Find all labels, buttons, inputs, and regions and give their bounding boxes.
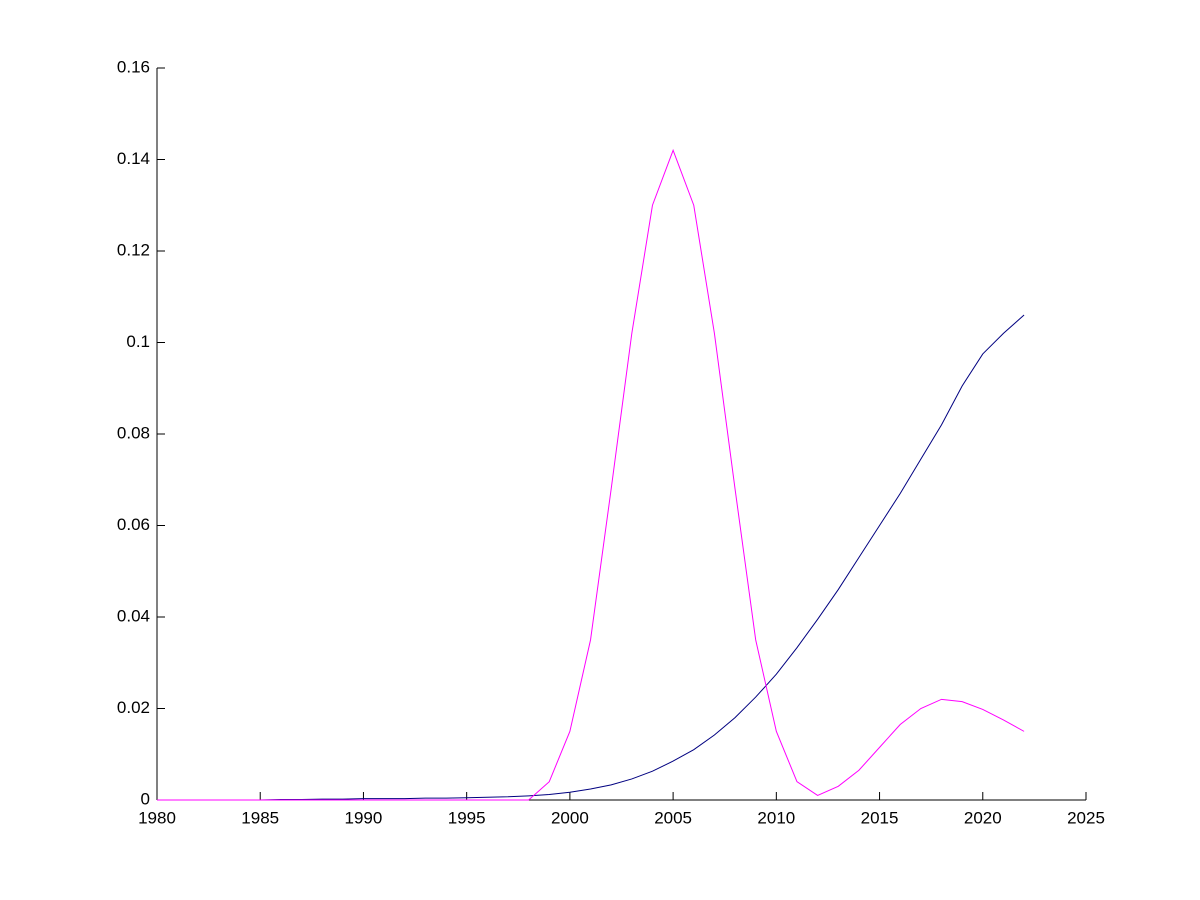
x-tick-label: 2015 <box>861 808 899 827</box>
data-line <box>157 148 1025 801</box>
y-tick-label: 0.02 <box>117 698 150 717</box>
y-tick-label: 0.12 <box>117 240 150 259</box>
x-tick-label: 1985 <box>241 808 279 827</box>
y-tick-label: 0.08 <box>117 423 150 442</box>
x-tick-label: 1990 <box>345 808 383 827</box>
x-tick-label: 1995 <box>448 808 486 827</box>
x-tick-label: 2005 <box>654 808 692 827</box>
y-tick-label: 0.16 <box>117 57 150 76</box>
x-tick-label: 2020 <box>964 808 1002 827</box>
y-tick-label: 0.1 <box>126 332 150 351</box>
x-tick-label: 2000 <box>551 808 589 827</box>
y-tick-label: 0 <box>141 789 150 808</box>
y-tick-label: 0.14 <box>117 149 150 168</box>
x-tick-label: 2010 <box>757 808 795 827</box>
x-tick-label: 1980 <box>138 808 176 827</box>
y-tick-label: 0.06 <box>117 515 150 534</box>
y-tick-label: 0.04 <box>117 606 150 625</box>
x-tick-label: 2025 <box>1067 808 1105 827</box>
